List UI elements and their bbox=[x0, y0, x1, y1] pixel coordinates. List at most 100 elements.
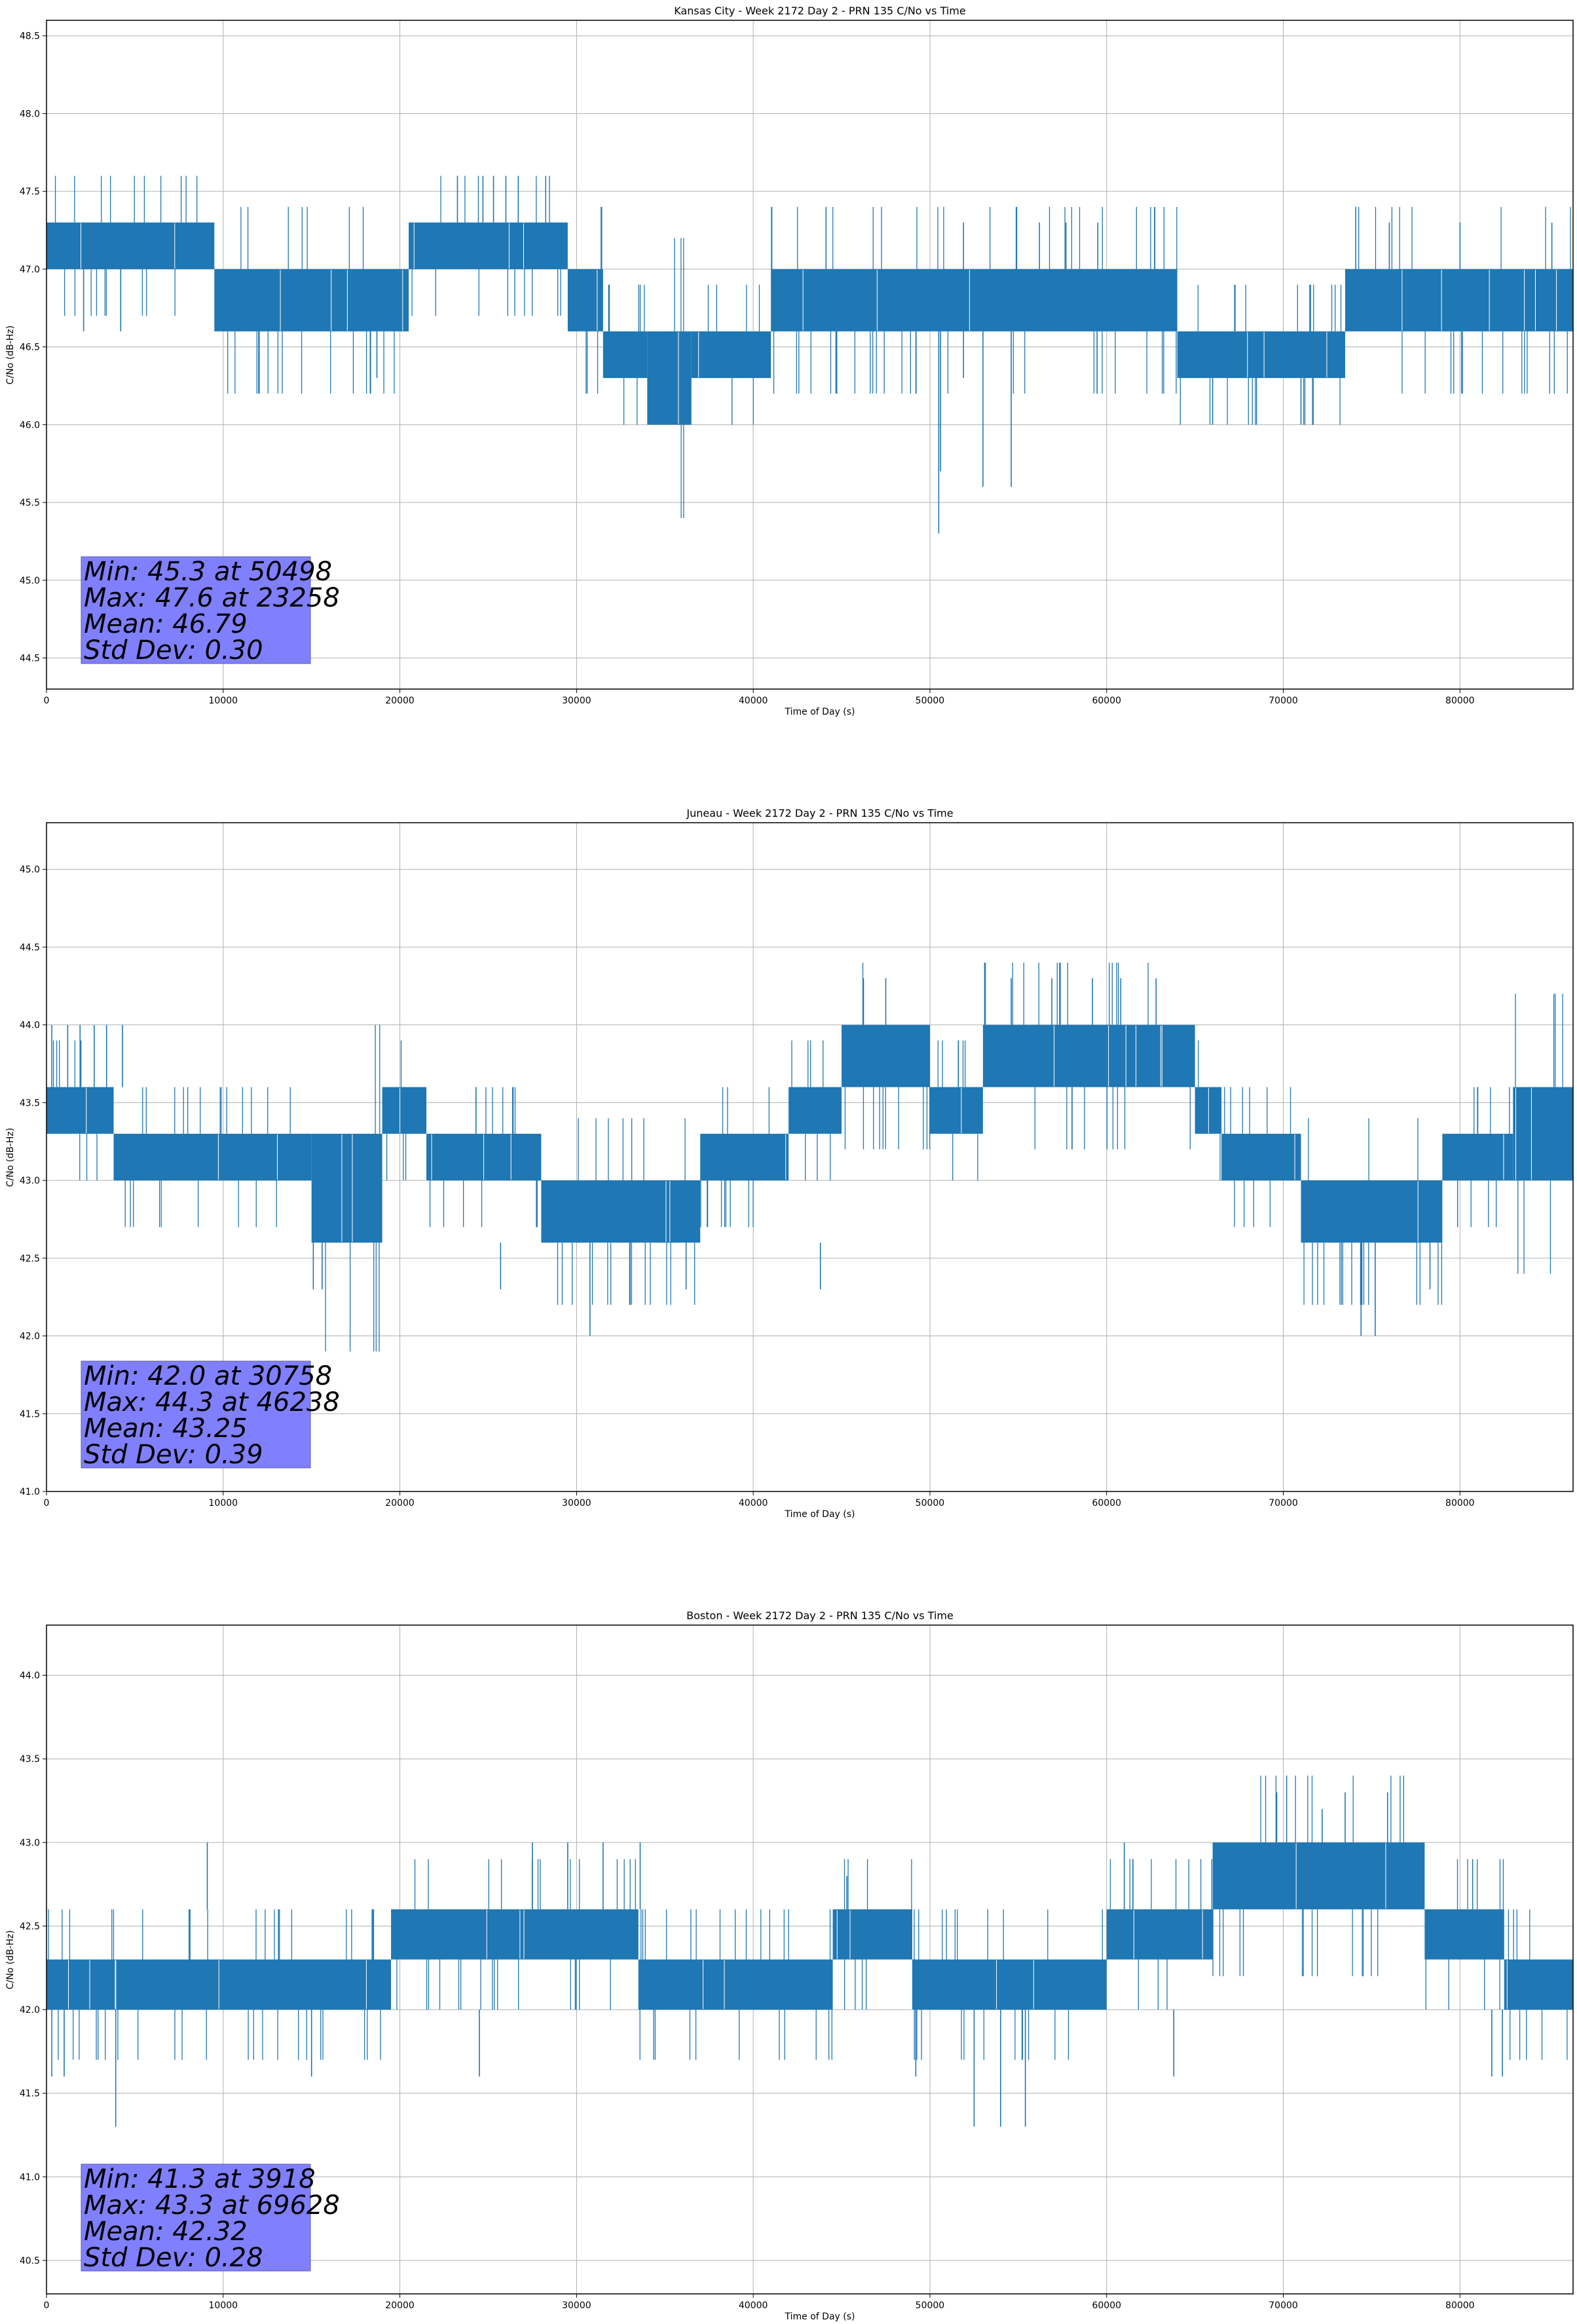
data-band bbox=[1212, 1842, 1425, 1909]
stats-std-dev: Std Dev: 0.39 bbox=[84, 1440, 263, 1470]
data-band bbox=[603, 331, 648, 379]
x-tick-label: 60000 bbox=[1092, 1498, 1121, 1509]
y-axis-ticks: 44.5 45.0 45.5 46.0 46.5 47.0 47.5 48.0 48.5 bbox=[20, 31, 46, 664]
y-tick-label: 43.0 bbox=[20, 1838, 40, 1848]
x-tick-label: 70000 bbox=[1269, 696, 1298, 706]
data-band bbox=[1301, 1180, 1443, 1243]
chart-title: Juneau - Week 2172 Day 2 - PRN 135 C/No … bbox=[686, 807, 953, 819]
y-tick-label: 41.0 bbox=[20, 2172, 40, 2183]
data-band bbox=[929, 1087, 983, 1134]
x-tick-label: 70000 bbox=[1269, 2300, 1298, 2311]
x-tick-label: 80000 bbox=[1445, 1498, 1475, 1509]
data-band bbox=[1442, 1133, 1513, 1181]
y-tick-label: 48.5 bbox=[20, 31, 40, 42]
y-axis-ticks: 41.0 41.5 42.0 42.5 43.0 43.5 44.0 44.5 45.0 bbox=[20, 865, 46, 1497]
y-tick-label: 44.0 bbox=[20, 1021, 40, 1031]
y-axis-label: C/No (dB-Hz) bbox=[5, 1128, 16, 1187]
y-tick-label: 42.5 bbox=[20, 1254, 40, 1264]
stats-mean: Mean: 43.25 bbox=[84, 1414, 248, 1444]
x-tick-label: 60000 bbox=[1092, 2300, 1121, 2311]
y-tick-label: 47.0 bbox=[20, 265, 40, 275]
data-band bbox=[1424, 1909, 1504, 1960]
x-tick-label: 0 bbox=[44, 1498, 50, 1509]
x-tick-label: 10000 bbox=[209, 2300, 238, 2311]
data-band bbox=[1177, 331, 1345, 379]
x-tick-label: 0 bbox=[44, 696, 50, 706]
data-band bbox=[638, 1959, 833, 2010]
x-axis-ticks: 0 10000 20000 30000 40000 50000 60000 70000 8000… bbox=[44, 1491, 1475, 1509]
y-tick-label: 48.0 bbox=[20, 109, 40, 119]
y-tick-label: 45.0 bbox=[20, 865, 40, 875]
stats-std-dev: Std Dev: 0.28 bbox=[84, 2243, 263, 2273]
stats-box-background bbox=[81, 556, 311, 664]
x-tick-label: 30000 bbox=[562, 1498, 591, 1509]
data-series bbox=[46, 176, 1573, 534]
y-tick-label: 41.5 bbox=[20, 2089, 40, 2099]
x-tick-label: 0 bbox=[44, 2300, 50, 2311]
data-band bbox=[1106, 1909, 1213, 1960]
data-band bbox=[771, 269, 1178, 331]
x-tick-label: 40000 bbox=[739, 696, 768, 706]
x-tick-label: 60000 bbox=[1092, 696, 1121, 706]
y-tick-label: 40.5 bbox=[20, 2256, 40, 2266]
data-band bbox=[982, 1024, 1195, 1087]
plot-frame bbox=[46, 1624, 1574, 2295]
x-tick-label: 10000 bbox=[209, 696, 238, 706]
x-axis-ticks: 0 10000 20000 30000 40000 50000 60000 70000 8000… bbox=[44, 2294, 1475, 2311]
y-tick-label: 44.5 bbox=[20, 943, 40, 953]
x-tick-label: 80000 bbox=[1445, 2300, 1475, 2311]
y-tick-label: 45.5 bbox=[20, 498, 40, 508]
y-tick-label: 43.5 bbox=[20, 1754, 40, 1765]
stats-max: Max: 43.3 at 69628 bbox=[84, 2190, 340, 2221]
x-tick-label: 20000 bbox=[385, 696, 415, 706]
data-band bbox=[113, 1133, 312, 1181]
data-band bbox=[691, 331, 771, 379]
data-series bbox=[46, 962, 1573, 1352]
x-tick-label: 50000 bbox=[916, 2300, 945, 2311]
grid-lines bbox=[46, 823, 1573, 1492]
y-tick-label: 46.0 bbox=[20, 420, 40, 430]
x-tick-label: 70000 bbox=[1269, 1498, 1298, 1509]
stats-max: Max: 44.3 at 46238 bbox=[84, 1387, 340, 1417]
x-tick-label: 40000 bbox=[739, 2300, 768, 2311]
data-band bbox=[1221, 1133, 1301, 1181]
stats-std-dev: Std Dev: 0.30 bbox=[84, 635, 263, 665]
x-tick-label: 30000 bbox=[562, 2300, 591, 2311]
data-band bbox=[311, 1133, 382, 1243]
boston-panel: Boston - Week 2172 Day 2 - PRN 135 C/No … bbox=[5, 1609, 1574, 2322]
stats-box: Min: 41.3 at 3918 Max: 43.3 at 69628 Mea… bbox=[81, 2164, 340, 2273]
x-axis-ticks: 0 10000 20000 30000 40000 50000 60000 70000 8000… bbox=[44, 689, 1475, 706]
x-axis-label: Time of Day (s) bbox=[785, 707, 855, 717]
y-tick-label: 45.0 bbox=[20, 576, 40, 586]
stats-box: Min: 42.0 at 30758 Max: 44.3 at 46238 Me… bbox=[81, 1360, 340, 1470]
data-band bbox=[1513, 1087, 1573, 1181]
y-tick-label: 43.0 bbox=[20, 1176, 40, 1186]
x-tick-label: 80000 bbox=[1445, 696, 1475, 706]
y-tick-label: 41.5 bbox=[20, 1409, 40, 1419]
x-tick-label: 10000 bbox=[209, 1498, 238, 1509]
stats-box: Min: 45.3 at 50498 Max: 47.6 at 23258 Me… bbox=[81, 556, 340, 665]
stats-min: Min: 41.3 at 3918 bbox=[84, 2164, 316, 2194]
data-band bbox=[788, 1087, 842, 1134]
juneau-panel: Juneau - Week 2172 Day 2 - PRN 135 C/No … bbox=[5, 807, 1574, 1520]
data-band bbox=[409, 222, 568, 269]
data-band bbox=[1345, 269, 1573, 331]
stats-max: Max: 47.6 at 23258 bbox=[84, 583, 340, 613]
data-series bbox=[46, 1775, 1573, 2127]
x-tick-label: 50000 bbox=[916, 696, 945, 706]
data-band bbox=[912, 1959, 1107, 2010]
y-tick-label: 43.5 bbox=[20, 1098, 40, 1108]
data-band bbox=[214, 269, 409, 331]
data-band bbox=[700, 1133, 789, 1181]
y-tick-label: 46.5 bbox=[20, 343, 40, 353]
chart-title: Kansas City - Week 2172 Day 2 - PRN 135 … bbox=[674, 5, 965, 17]
plot-frame bbox=[46, 822, 1574, 1492]
x-tick-label: 30000 bbox=[562, 696, 591, 706]
x-axis-label: Time of Day (s) bbox=[785, 1509, 855, 1520]
y-tick-label: 41.0 bbox=[20, 1487, 40, 1497]
y-axis-ticks: 40.5 41.0 41.5 42.0 42.5 43.0 43.5 44.0 bbox=[20, 1671, 46, 2266]
kansas-city-panel: Kansas City - Week 2172 Day 2 - PRN 135 … bbox=[5, 5, 1574, 717]
stats-mean: Mean: 46.79 bbox=[84, 609, 248, 639]
stats-min: Min: 42.0 at 30758 bbox=[84, 1361, 332, 1391]
stats-box-background bbox=[81, 1360, 311, 1469]
